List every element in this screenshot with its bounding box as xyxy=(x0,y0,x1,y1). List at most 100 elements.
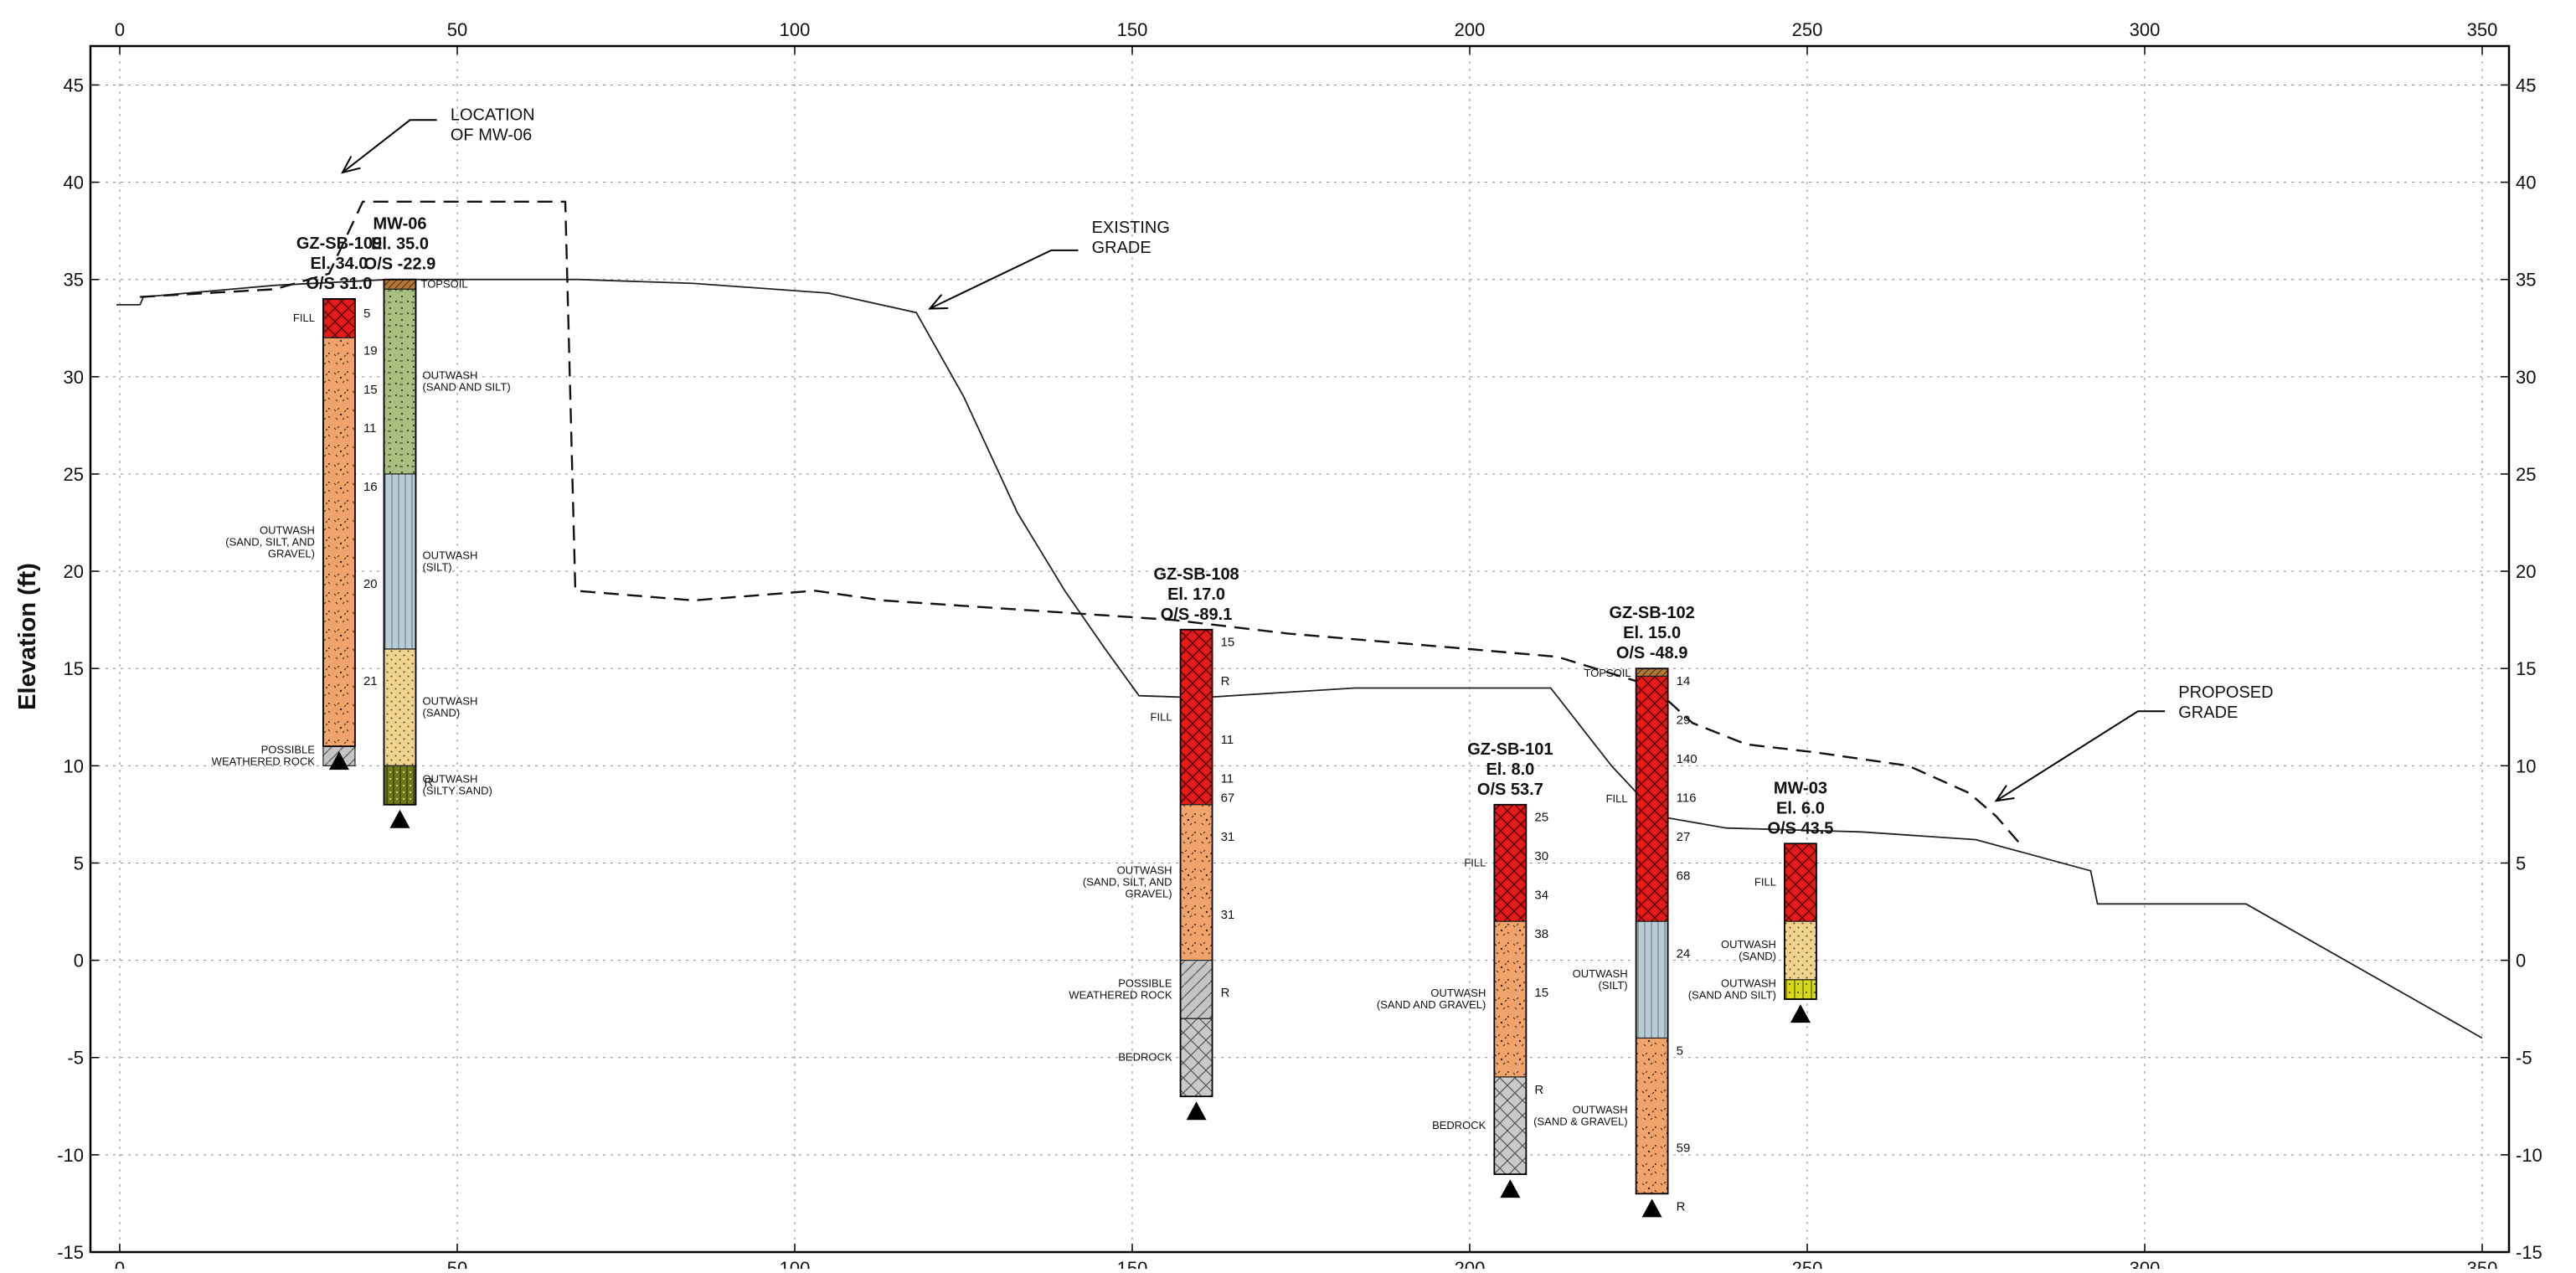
annotation: PROPOSED GRADE xyxy=(1994,683,2274,802)
layer-label-line: (SILT) xyxy=(422,560,451,573)
refusal-marker xyxy=(1641,1198,1662,1218)
blow-count: R xyxy=(1221,986,1230,1000)
layer-label-line: FILL xyxy=(1754,876,1776,889)
x-tick-label-top: 350 xyxy=(2467,19,2498,40)
y-tick-label-right: -10 xyxy=(2516,1145,2543,1166)
layer-label-line: FILL xyxy=(293,312,315,324)
boring-outline xyxy=(1493,803,1528,1175)
arrow-head xyxy=(341,156,361,174)
x-tick-label-top: 300 xyxy=(2130,19,2161,40)
x-tick-label-top: 250 xyxy=(1792,19,1823,40)
annotation: EXISTING GRADE xyxy=(927,219,1170,310)
refusal-marker xyxy=(1790,1004,1811,1023)
annotation-text-line: LOCATION xyxy=(451,106,535,124)
layer-label-line: OUTWASH xyxy=(1573,967,1628,980)
boring-header-line: O/S 31.0 xyxy=(306,275,372,293)
layer-label-line: (SAND AND GRAVEL) xyxy=(1377,998,1486,1011)
boring-header-line: GZ-SB-109 xyxy=(296,234,382,253)
boring-layer-fill xyxy=(322,298,356,338)
layer-label-line: OUTWASH xyxy=(422,369,477,382)
boring-layer-fill xyxy=(1636,675,1669,922)
y-tick-label-right: -15 xyxy=(2516,1242,2543,1263)
blow-count: 29 xyxy=(1677,714,1691,728)
boring-layer-silty_sand xyxy=(383,765,417,806)
boring-layer-fill xyxy=(1179,629,1213,806)
layer-label: BEDROCK xyxy=(1432,1119,1486,1131)
blow-count: 15 xyxy=(1221,636,1235,650)
blow-count: 27 xyxy=(1677,830,1691,844)
blow-count: 15 xyxy=(363,383,378,397)
boring-gz-sb-101: FILL OUTWASH (SAND AND GRAVEL) BEDROCK GZ-SB… xyxy=(1377,740,1553,1198)
annotations: LOCATION OF MW-06 EXISTING GRADE PROPOSED GRA… xyxy=(341,106,2274,802)
layer-label: OUTWASH (SAND AND SILT) xyxy=(422,369,510,394)
layer-label-line: FILL xyxy=(1151,710,1172,723)
y-tick-label-right: 15 xyxy=(2516,658,2536,679)
layer-label: FILL xyxy=(1151,710,1172,723)
boring-layer-silt xyxy=(383,473,417,650)
x-tick-label-bottom: 250 xyxy=(1792,1258,1823,1269)
y-axis-title: Elevation (ft) xyxy=(14,563,41,710)
layer-label-line: OUTWASH xyxy=(1117,864,1172,877)
blow-count: 14 xyxy=(1677,674,1691,688)
proposed-grade-line xyxy=(140,200,2024,848)
boring-header-line: GZ-SB-101 xyxy=(1467,740,1553,759)
annotation-text-line: PROPOSED xyxy=(2178,683,2273,702)
blow-count: 140 xyxy=(1677,752,1698,766)
layer-label: OUTWASH (SAND, SILT, AND GRAVEL) xyxy=(225,523,315,559)
annotation: LOCATION OF MW-06 xyxy=(341,106,535,174)
y-tick-label-left: -15 xyxy=(57,1242,84,1263)
layer-label: OUTWASH (SAND, SILT, AND GRAVEL) xyxy=(1083,864,1172,900)
layer-label: BEDROCK xyxy=(1118,1051,1172,1064)
boring-layer-sand xyxy=(1784,920,1817,981)
y-tick-label-right: 20 xyxy=(2516,561,2536,582)
blow-count: 68 xyxy=(1677,868,1691,883)
boring-layer-weathered xyxy=(1179,960,1213,1019)
blow-count: 25 xyxy=(1534,811,1548,825)
layer-label: FILL xyxy=(1606,792,1628,805)
y-tick-label-right: 10 xyxy=(2516,755,2536,776)
blow-count: 59 xyxy=(1677,1142,1691,1156)
boring-header-line: El. 15.0 xyxy=(1623,624,1681,642)
blow-count: 15 xyxy=(1534,986,1548,1000)
grade-lines xyxy=(116,200,2483,1039)
layer-label: TOPSOIL xyxy=(1584,667,1631,679)
annotation-text: LOCATION OF MW-06 xyxy=(451,106,535,144)
boring-header-line: El. 17.0 xyxy=(1167,585,1225,604)
layer-label: OUTWASH (SAND AND GRAVEL) xyxy=(1377,987,1486,1011)
layer-label: OUTWASH (SILTY SAND) xyxy=(422,773,492,797)
y-tick-label-left: -5 xyxy=(67,1048,84,1069)
layer-label: TOPSOIL xyxy=(420,278,467,291)
layer-label-line: POSSIBLE xyxy=(1118,977,1172,989)
y-tick-label-right: 35 xyxy=(2516,270,2536,291)
boring-header-line: GZ-SB-108 xyxy=(1153,565,1239,584)
layer-label: OUTWASH (SAND & GRAVEL) xyxy=(1533,1103,1627,1127)
layer-label: OUTWASH (SAND AND SILT) xyxy=(1688,977,1776,1001)
layer-label-line: WEATHERED ROCK xyxy=(1069,988,1172,1001)
annotation-text: EXISTING GRADE xyxy=(1092,219,1170,257)
boring-layer-outwash_sg xyxy=(1179,804,1213,961)
layer-label-line: OUTWASH xyxy=(1573,1103,1628,1116)
y-tick-label-left: 5 xyxy=(74,853,84,874)
blow-count: R xyxy=(1221,674,1230,688)
blow-count: 24 xyxy=(1677,946,1691,961)
boring-header-line: El. 34.0 xyxy=(310,255,368,273)
layer-label-line: OUTWASH xyxy=(422,695,477,708)
x-tick-label-top: 50 xyxy=(447,19,467,40)
y-tick-label-left: 30 xyxy=(64,367,84,388)
annotation-text-line: EXISTING xyxy=(1092,219,1170,237)
x-tick-label-bottom: 150 xyxy=(1117,1258,1148,1269)
y-tick-label-right: 5 xyxy=(2516,853,2526,874)
boring-header-line: El. 8.0 xyxy=(1486,760,1534,779)
y-tick-label-right: 40 xyxy=(2516,173,2536,193)
y-tick-label-left: 35 xyxy=(64,270,84,291)
boring-header-line: MW-03 xyxy=(1774,779,1827,797)
y-tick-label-left: 0 xyxy=(74,951,84,972)
boring-layer-silt xyxy=(1636,920,1669,1039)
layer-label: FILL xyxy=(293,312,315,324)
boring-layer-topsoil xyxy=(383,279,417,290)
blow-count: 116 xyxy=(1677,791,1697,806)
layer-label-line: (SAND AND SILT) xyxy=(422,381,510,394)
